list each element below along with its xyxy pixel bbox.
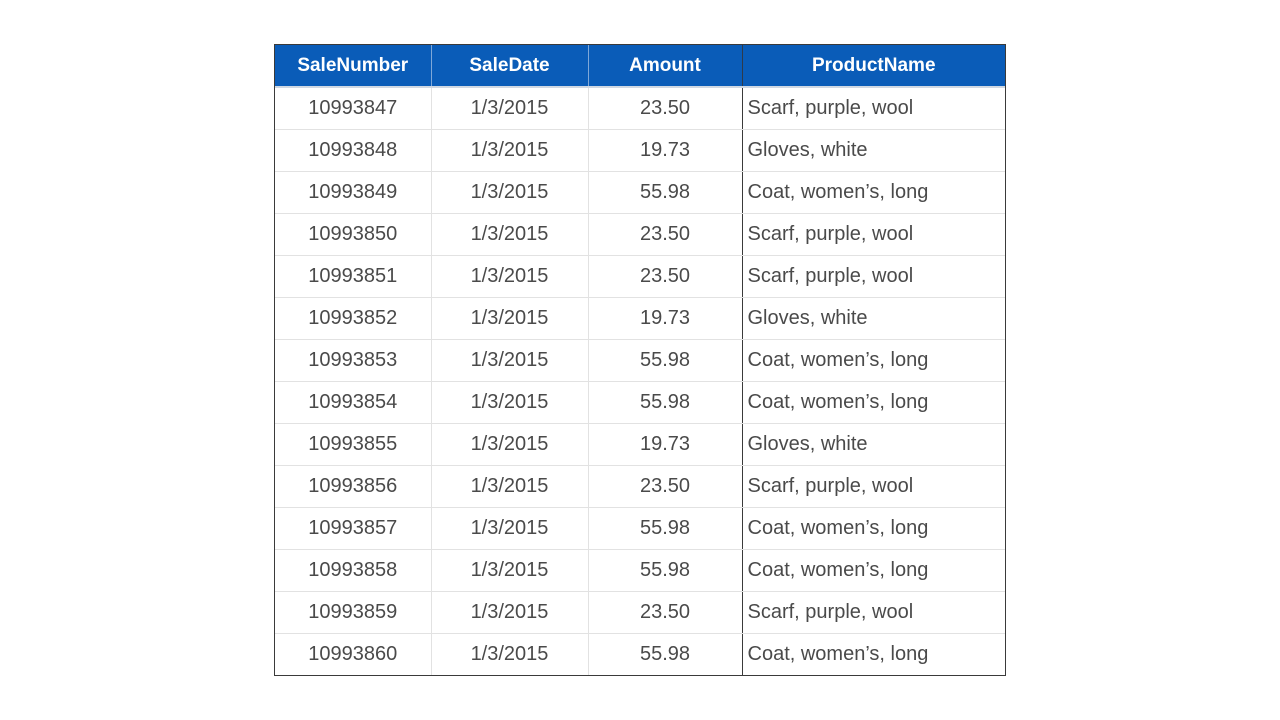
sales-table: SaleNumber SaleDate Amount ProductName 1… — [275, 45, 1005, 675]
cell-sale-date: 1/3/2015 — [431, 339, 589, 382]
cell-sale-number: 10993858 — [275, 549, 432, 592]
header-sale-number: SaleNumber — [275, 45, 432, 88]
cell-product-name: Coat, women’s, long — [742, 339, 1005, 382]
cell-sale-date: 1/3/2015 — [431, 255, 589, 298]
cell-amount: 19.73 — [588, 129, 743, 172]
cell-product-name: Gloves, white — [742, 423, 1005, 466]
cell-sale-date: 1/3/2015 — [431, 423, 589, 466]
cell-sale-date: 1/3/2015 — [431, 171, 589, 214]
cell-sale-number: 10993855 — [275, 423, 432, 466]
table-body: 10993847 1/3/2015 23.50 Scarf, purple, wool… — [275, 87, 1005, 675]
cell-amount: 55.98 — [588, 339, 743, 382]
header-product-name: ProductName — [742, 45, 1005, 88]
cell-sale-date: 1/3/2015 — [431, 591, 589, 634]
table-row: 10993852 1/3/2015 19.73 Gloves, white — [275, 297, 1005, 340]
cell-amount: 55.98 — [588, 507, 743, 550]
cell-amount: 19.73 — [588, 297, 743, 340]
cell-amount: 23.50 — [588, 255, 743, 298]
cell-sale-number: 10993857 — [275, 507, 432, 550]
cell-amount: 23.50 — [588, 591, 743, 634]
table-row: 10993850 1/3/2015 23.50 Scarf, purple, wool — [275, 213, 1005, 256]
cell-product-name: Scarf, purple, wool — [742, 465, 1005, 508]
table-row: 10993860 1/3/2015 55.98 Coat, women’s, long — [275, 633, 1005, 675]
table-row: 10993859 1/3/2015 23.50 Scarf, purple, wool — [275, 591, 1005, 634]
cell-sale-date: 1/3/2015 — [431, 129, 589, 172]
cell-sale-number: 10993860 — [275, 633, 432, 675]
cell-sale-date: 1/3/2015 — [431, 507, 589, 550]
table-row: 10993853 1/3/2015 55.98 Coat, women’s, long — [275, 339, 1005, 382]
cell-product-name: Gloves, white — [742, 297, 1005, 340]
cell-amount: 23.50 — [588, 213, 743, 256]
cell-sale-date: 1/3/2015 — [431, 633, 589, 675]
cell-sale-number: 10993852 — [275, 297, 432, 340]
cell-sale-number: 10993850 — [275, 213, 432, 256]
cell-sale-date: 1/3/2015 — [431, 297, 589, 340]
table-row: 10993854 1/3/2015 55.98 Coat, women’s, long — [275, 381, 1005, 424]
cell-amount: 23.50 — [588, 465, 743, 508]
header-row: SaleNumber SaleDate Amount ProductName — [275, 45, 1005, 88]
cell-product-name: Scarf, purple, wool — [742, 255, 1005, 298]
cell-product-name: Scarf, purple, wool — [742, 591, 1005, 634]
cell-sale-date: 1/3/2015 — [431, 381, 589, 424]
cell-sale-number: 10993848 — [275, 129, 432, 172]
cell-product-name: Coat, women’s, long — [742, 171, 1005, 214]
table-row: 10993851 1/3/2015 23.50 Scarf, purple, wool — [275, 255, 1005, 298]
table-row: 10993858 1/3/2015 55.98 Coat, women’s, long — [275, 549, 1005, 592]
header-sale-date: SaleDate — [431, 45, 589, 88]
cell-sale-number: 10993854 — [275, 381, 432, 424]
cell-product-name: Scarf, purple, wool — [742, 213, 1005, 256]
cell-sale-number: 10993847 — [275, 87, 432, 130]
cell-product-name: Gloves, white — [742, 129, 1005, 172]
cell-product-name: Scarf, purple, wool — [742, 87, 1005, 130]
cell-sale-date: 1/3/2015 — [431, 549, 589, 592]
cell-product-name: Coat, women’s, long — [742, 381, 1005, 424]
table-row: 10993857 1/3/2015 55.98 Coat, women’s, long — [275, 507, 1005, 550]
cell-product-name: Coat, women’s, long — [742, 549, 1005, 592]
cell-sale-number: 10993859 — [275, 591, 432, 634]
cell-amount: 19.73 — [588, 423, 743, 466]
table-row: 10993848 1/3/2015 19.73 Gloves, white — [275, 129, 1005, 172]
cell-sale-date: 1/3/2015 — [431, 213, 589, 256]
cell-product-name: Coat, women’s, long — [742, 507, 1005, 550]
cell-sale-number: 10993856 — [275, 465, 432, 508]
table-header: SaleNumber SaleDate Amount ProductName — [275, 45, 1005, 88]
table-row: 10993856 1/3/2015 23.50 Scarf, purple, wool — [275, 465, 1005, 508]
sales-table-container: SaleNumber SaleDate Amount ProductName 1… — [274, 44, 1006, 676]
cell-amount: 55.98 — [588, 549, 743, 592]
table-row: 10993847 1/3/2015 23.50 Scarf, purple, wool — [275, 87, 1005, 130]
cell-sale-date: 1/3/2015 — [431, 465, 589, 508]
cell-sale-number: 10993853 — [275, 339, 432, 382]
table-row: 10993849 1/3/2015 55.98 Coat, women’s, long — [275, 171, 1005, 214]
cell-sale-date: 1/3/2015 — [431, 87, 589, 130]
header-amount: Amount — [588, 45, 743, 88]
cell-amount: 55.98 — [588, 633, 743, 675]
cell-amount: 55.98 — [588, 381, 743, 424]
cell-sale-number: 10993851 — [275, 255, 432, 298]
table-row: 10993855 1/3/2015 19.73 Gloves, white — [275, 423, 1005, 466]
cell-amount: 23.50 — [588, 87, 743, 130]
cell-sale-number: 10993849 — [275, 171, 432, 214]
cell-amount: 55.98 — [588, 171, 743, 214]
cell-product-name: Coat, women’s, long — [747, 643, 929, 665]
